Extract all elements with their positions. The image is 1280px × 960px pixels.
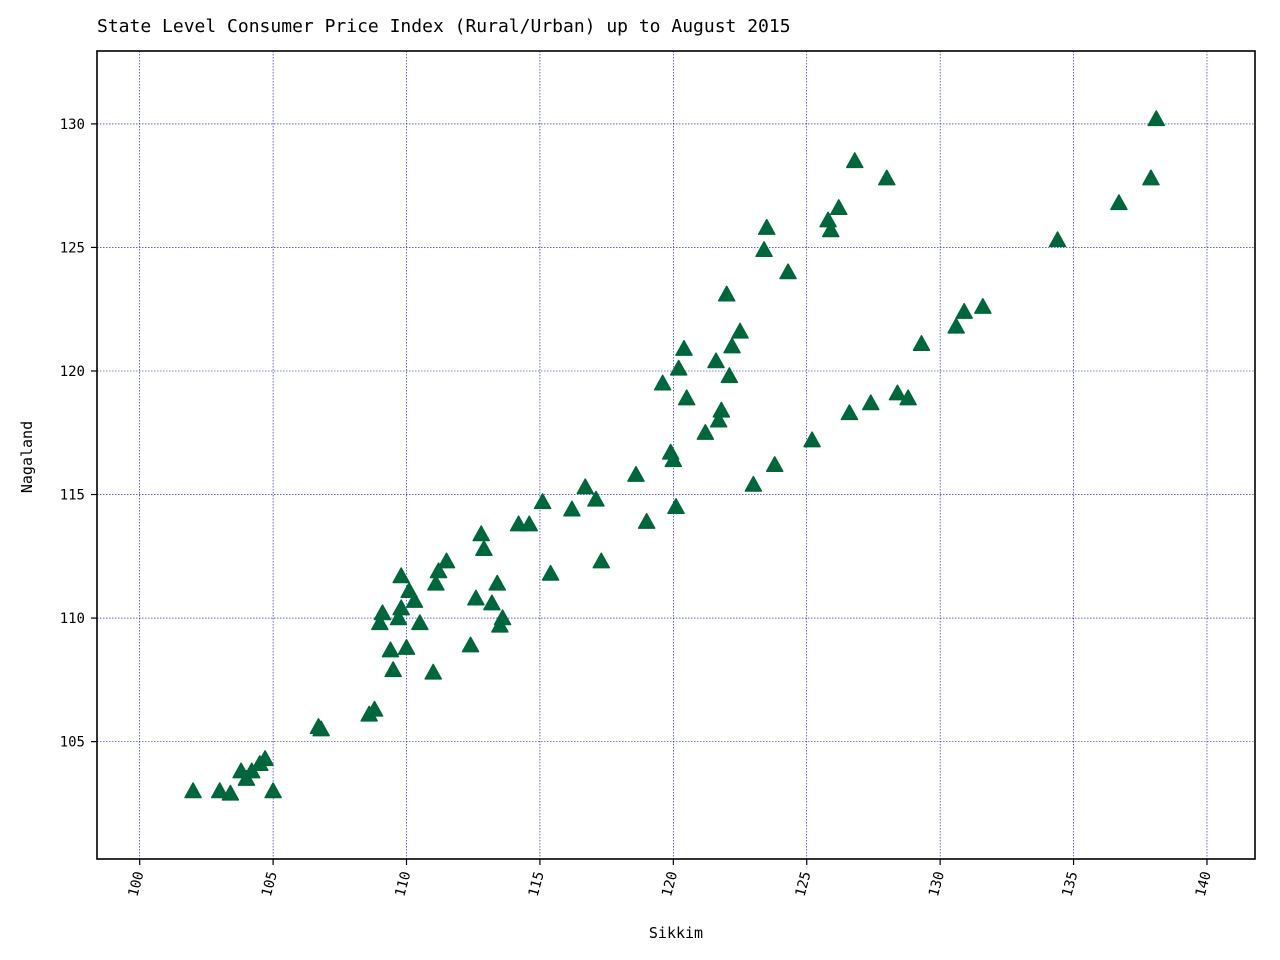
x-tick-label: 135 [1059,870,1081,899]
scatter-point [803,431,821,448]
scatter-point [696,424,715,440]
scatter-point [627,466,645,482]
y-axis-label: Nagaland [18,421,36,493]
scatter-point [1110,194,1128,211]
data-points [184,110,1166,801]
scatter-point [427,574,445,591]
scatter-point [576,478,595,495]
scatter-point [830,199,848,216]
scatter-point [467,589,485,606]
scatter-point [184,782,202,799]
scatter-point [397,638,416,655]
scatter-point [541,564,560,581]
scatter-point [675,339,693,356]
scatter-point [862,394,880,411]
scatter-point [475,540,493,557]
scatter-point [712,401,731,418]
scatter-point [974,297,992,314]
scatter-point [822,221,840,238]
scatter-point [392,599,410,616]
scatter-point [955,302,973,319]
x-tick-label: 120 [659,870,681,899]
scatter-point [520,515,538,532]
y-tick-label: 105 [60,735,85,751]
scatter-point [667,498,685,515]
scatter-point [405,592,424,608]
x-tick-label: 100 [126,870,148,899]
x-tick-label: 105 [259,870,281,899]
scatter-point [755,241,773,258]
scatter-point [461,636,480,653]
y-tick-label: 125 [60,240,85,256]
scatter-point [493,609,512,626]
scatter-point [731,322,749,339]
y-tick-label: 115 [60,488,85,504]
scatter-point [744,475,763,492]
plot-frame [96,50,1256,860]
scatter-point [779,263,797,280]
scatter-point [371,614,389,631]
scatter-point [1147,110,1166,127]
scatter-point [424,663,442,680]
scatter-point [256,750,274,767]
x-tick-label: 140 [1193,870,1215,899]
scatter-point [899,389,917,406]
x-tick-label: 130 [926,870,948,899]
scatter-point [720,367,739,384]
scatter-point [669,359,688,376]
scatter-point [765,456,784,473]
scatter-point [587,490,605,507]
y-tick-label: 130 [60,117,85,133]
scatter-point [677,389,696,406]
scatter-point [384,661,402,678]
scatter-point [592,552,611,569]
scatter-point [411,614,429,631]
scatter-point [221,784,240,801]
scatter-point [1142,169,1160,186]
scatter-point [1048,231,1067,248]
grid-layer [97,51,1255,859]
x-tick-label: 110 [392,870,414,899]
scatter-point [437,552,456,569]
x-axis-label: Sikkim [649,924,703,942]
x-tick-label: 115 [526,870,548,899]
scatter-point [637,512,656,529]
scatter-point [365,700,384,717]
y-tick-label: 120 [60,364,85,380]
scatter-point [912,335,931,351]
scatter-point [392,567,410,584]
scatter-point [429,562,448,579]
scatter-point [709,411,728,428]
scatter-point [312,720,330,737]
scatter-point [723,337,741,354]
x-tick-label: 125 [793,870,815,899]
axis-ticks: 100 105 110 115 120 125 130 135 140 105 110 115 120 1… [60,117,1215,899]
scatter-point [878,169,896,186]
scatter-point [840,404,859,421]
scatter-point [563,500,581,517]
scatter-point [533,493,552,510]
scatter-point [846,152,864,169]
scatter-point [264,782,282,799]
scatter-point [389,609,408,626]
scatter-point [373,604,392,621]
scatter-point [381,641,400,658]
scatter-point [488,574,506,591]
scatter-point [888,384,907,401]
scatter-point [483,594,501,611]
y-tick-label: 110 [60,611,85,627]
scatter-point [707,352,725,369]
scatter-point [947,317,965,334]
scatter-point [664,451,683,468]
scatter-point [210,782,229,799]
scatter-point [472,525,490,542]
scatter-point [653,374,672,391]
scatter-point [717,285,736,302]
chart-title: State Level Consumer Price Index (Rural/… [97,16,791,37]
scatter-point [757,218,776,235]
